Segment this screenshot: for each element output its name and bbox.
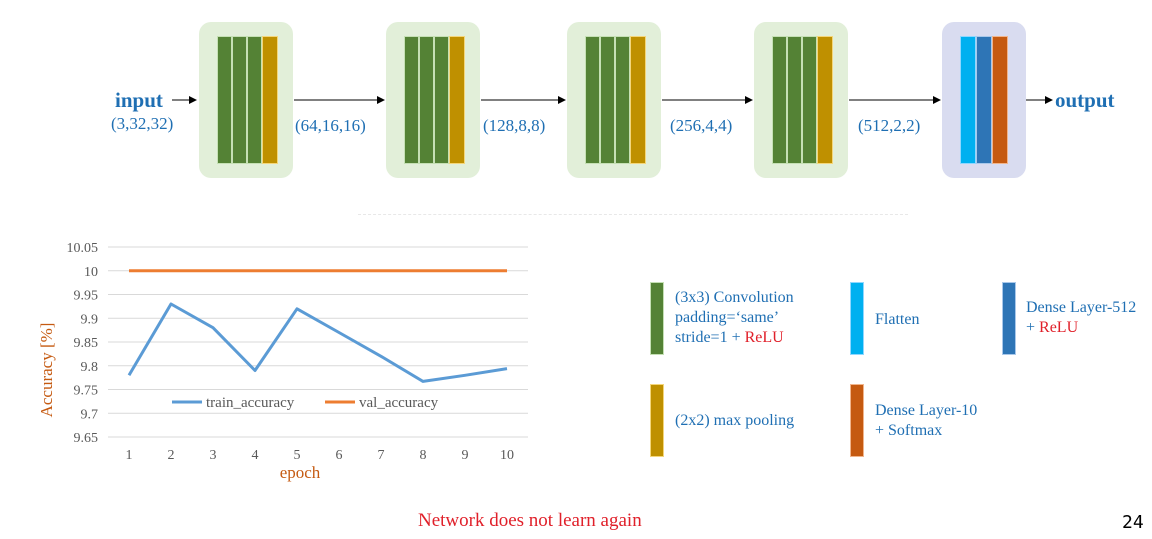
conv-block-3	[567, 22, 661, 178]
pool-layer	[262, 36, 278, 164]
legend-dense10-line2: + Softmax	[875, 422, 943, 439]
chart-legend: train_accuracy val_accuracy	[172, 395, 439, 411]
connector-arrows	[172, 96, 1053, 104]
y-tick-label: 9.95	[74, 289, 99, 304]
y-tick-label: 9.7	[81, 407, 99, 422]
shape-label-3: (256,4,4)	[670, 116, 733, 135]
y-axis-label: Accuracy [%]	[37, 323, 56, 418]
shape-label-input: (3,32,32)	[111, 114, 174, 133]
conv-layer	[585, 36, 600, 164]
slide-caption: Network does not learn again	[418, 510, 642, 531]
pool-layer	[630, 36, 646, 164]
shape-label-4: (512,2,2)	[858, 116, 921, 135]
conv-layer	[787, 36, 802, 164]
x-tick-labels: 1 2 3 4 5 6 7 8 9 10	[126, 448, 515, 463]
legend-label-train: train_accuracy	[206, 395, 295, 411]
x-axis-label: epoch	[280, 463, 321, 482]
flatten-layer	[960, 36, 976, 164]
conv-layer	[404, 36, 419, 164]
pool-layer	[449, 36, 465, 164]
legend-pool-text: (2x2) max pooling	[675, 412, 795, 429]
conv-layer	[772, 36, 787, 164]
legend-dense512-swatch	[1002, 282, 1016, 355]
y-tick-label: 9.9	[81, 312, 99, 327]
shape-label-1: (64,16,16)	[295, 116, 366, 135]
legend-label-val: val_accuracy	[359, 395, 439, 411]
conv-layer	[600, 36, 615, 164]
legend-dense10-line1: Dense Layer-10	[875, 402, 978, 419]
legend-dense512-line1: Dense Layer-512	[1026, 299, 1137, 316]
accuracy-chart: 9.65 9.7 9.75 9.8 9.85 9.9 9.95 10 10.05 1 2 3 4 5 6 7…	[37, 241, 528, 482]
conv-layer	[419, 36, 434, 164]
y-tick-labels: 9.65 9.7 9.75 9.8 9.85 9.9 9.95 10 10.05	[67, 241, 99, 446]
y-tick-label: 9.85	[74, 336, 99, 351]
legend-dense10-swatch	[850, 384, 864, 457]
legend-conv-line3: stride=1 + ReLU	[675, 328, 794, 348]
conv-layer	[615, 36, 630, 164]
x-tick-label: 5	[294, 448, 301, 463]
x-tick-label: 1	[126, 448, 133, 463]
conv-block-2	[386, 22, 480, 178]
conv-block-4	[754, 22, 848, 178]
conv-layer	[232, 36, 247, 164]
x-tick-label: 9	[462, 448, 469, 463]
shape-label-2: (128,8,8)	[483, 116, 546, 135]
dense-10-layer	[992, 36, 1008, 164]
divider	[358, 214, 908, 215]
legend-dense512-relu: ReLU	[1039, 319, 1079, 336]
series-lines	[127, 269, 508, 383]
y-tick-label: 10.05	[67, 241, 99, 256]
x-tick-label: 3	[210, 448, 217, 463]
legend-conv-line2: padding=‘same’	[675, 309, 780, 326]
legend-dense512-text: Dense Layer-512 + ReLU	[1026, 298, 1136, 338]
legend-dense512-line2: + ReLU	[1026, 318, 1136, 338]
legend-conv-relu: ReLU	[744, 329, 784, 346]
y-tick-label: 9.65	[74, 431, 99, 446]
legend-conv-line1: (3x3) Convolution	[675, 289, 794, 306]
y-tick-label: 9.8	[81, 360, 99, 375]
conv-layer	[247, 36, 262, 164]
conv-layer	[434, 36, 449, 164]
x-tick-label: 10	[500, 448, 514, 463]
legend-flatten-swatch	[850, 282, 864, 355]
y-tick-label: 9.75	[74, 384, 99, 399]
x-tick-label: 2	[168, 448, 175, 463]
legend-pool-swatch	[650, 384, 664, 457]
x-tick-label: 6	[336, 448, 343, 463]
conv-layer	[217, 36, 232, 164]
conv-block-1	[199, 22, 293, 178]
output-label: output	[1055, 88, 1115, 112]
legend-conv-line3a: stride=1 +	[675, 329, 745, 346]
page-number: 24	[1122, 512, 1144, 533]
x-tick-label: 7	[378, 448, 385, 463]
x-tick-label: 4	[252, 448, 259, 463]
conv-layer	[802, 36, 817, 164]
dense-block	[942, 22, 1026, 178]
legend-dense512-line2a: +	[1026, 319, 1040, 336]
y-tick-label: 10	[84, 265, 98, 280]
pool-layer	[817, 36, 833, 164]
legend-dense10-text: Dense Layer-10 + Softmax	[875, 401, 977, 441]
grid-lines	[108, 246, 528, 438]
legend-flatten-text: Flatten	[875, 311, 920, 328]
legend-conv-text: (3x3) Convolution padding=‘same’ stride=…	[675, 288, 794, 348]
input-label: input	[115, 88, 163, 112]
legend-conv-swatch	[650, 282, 664, 355]
series-line-train-accuracy	[127, 302, 508, 383]
dense-512-layer	[976, 36, 992, 164]
x-tick-label: 8	[420, 448, 427, 463]
